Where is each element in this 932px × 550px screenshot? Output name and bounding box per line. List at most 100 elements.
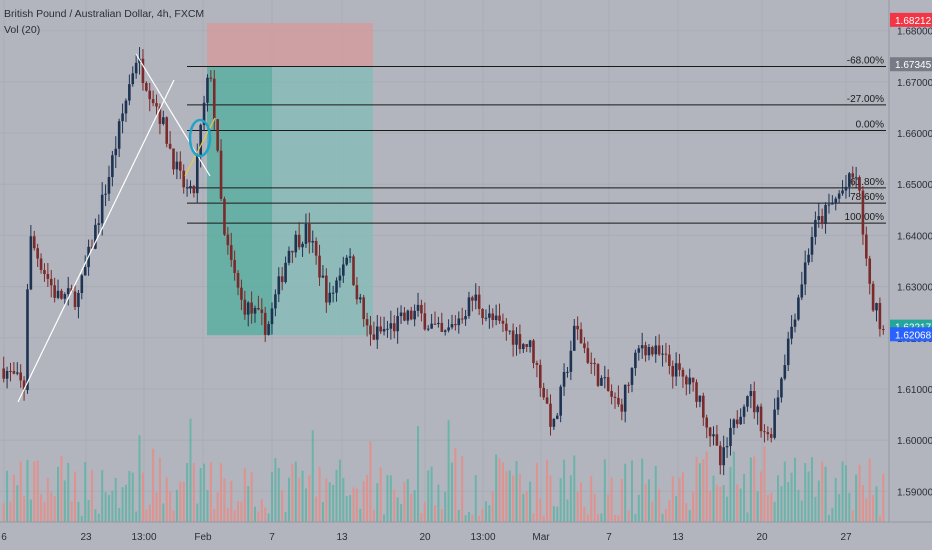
volume-bar [301,470,304,522]
volume-bar [610,477,613,522]
volume-bar [868,458,871,522]
volume-bar [678,477,681,522]
candle-body [674,363,678,377]
candle-body [253,308,257,314]
volume-bar [817,480,820,522]
volume-bar [338,459,341,522]
volume-indicator-label[interactable]: Vol (20) [4,24,41,36]
candle-body [60,290,63,299]
fib-retracement[interactable]: -68.00% -27.00% 0.00% 61.80% 78.60% 100.00% [187,56,886,224]
volume-bar [366,474,369,522]
stop-loss-zone[interactable] [207,23,373,67]
candle-body [671,365,675,377]
volume-bar [675,496,678,522]
volume-bar [569,475,572,522]
price-badge[interactable] [890,12,932,27]
candle-body [817,216,821,220]
ellipse-drawing[interactable] [188,118,212,158]
candle-body [464,316,467,320]
volume-bar [94,509,97,522]
candle-body [542,387,545,398]
time-tick-label: 23 [80,532,92,543]
candle-body [5,370,9,379]
drawings[interactable] [17,53,216,403]
volume-bar [206,489,209,522]
take-profit-zone[interactable] [207,66,272,336]
candle-body [19,372,22,381]
symbol-title[interactable]: British Pound / Australian Dollar, 4h, F… [4,8,205,20]
candle-body [552,418,556,427]
volume-bar [450,462,453,522]
volume-bar [461,456,464,522]
volume-bar [478,515,481,522]
volume-bar [57,466,60,522]
candle-body [362,297,365,320]
volume-bar [315,496,318,522]
volume-bar [233,509,236,522]
candle-body [606,377,610,391]
volume-bar [345,495,348,522]
volume-bar [773,501,776,522]
candle-body [722,447,725,466]
volume-bar [464,515,467,522]
price-badge[interactable] [890,327,932,342]
volume-bar [223,478,226,522]
volume-bar [254,506,257,522]
volume-bar [138,435,141,522]
candle-body [219,150,223,199]
volume-bar [532,513,535,522]
volume-bar [203,463,206,522]
candle-body [780,378,783,398]
volume-bar [637,494,640,522]
candle-body [158,106,162,124]
volume-bar [495,454,498,522]
price-axis-background [889,0,932,550]
volume-bar [43,502,46,522]
volume-bar [882,473,885,522]
candle-body [63,294,67,299]
trendline-yellow[interactable] [184,117,216,177]
volume-bar [467,511,470,522]
volume-bar [349,495,352,522]
candle-body [131,73,135,85]
candle-body [365,319,369,326]
trendline[interactable] [17,79,175,403]
volume-bar [851,510,854,522]
volume-bar [722,485,725,522]
volume-bar [121,487,124,522]
candle-body [725,446,729,448]
volume-bar [848,492,851,522]
volume-bar [732,451,735,522]
volume-bar [291,463,294,522]
volume-bar [182,481,185,522]
candle-body [443,330,447,332]
volume-bar [875,486,878,522]
volume-bar [474,475,477,522]
candle-body [569,350,573,372]
volume-bar [736,484,739,522]
candle-body [195,155,199,194]
candle-body [80,275,84,293]
candle-body [369,325,372,335]
volume-bar [114,478,117,522]
candle-body [793,319,797,327]
volume-bar [434,505,437,522]
candle-body [185,187,189,189]
candle-body [162,117,165,124]
candle-body [518,334,522,350]
candle-body [66,288,70,295]
volume-bar [512,475,515,522]
volume-bar [410,493,413,522]
volume-bar [573,455,576,522]
volume-bar [634,513,637,522]
candle-body [505,323,508,331]
candle-body [586,348,590,363]
candle-body [206,77,209,103]
price-badge[interactable] [890,57,932,72]
candle-body [735,419,739,425]
time-axis[interactable]: 6 23 13:00 Feb 7 13 20 13:00 Mar 7 13 20 27 [0,521,932,543]
candle-body [837,193,841,199]
volume-bar [576,491,579,522]
price-axis[interactable]: 1.68000 1.67000 1.66000 1.65000 1.64000 1.630… [888,0,932,550]
